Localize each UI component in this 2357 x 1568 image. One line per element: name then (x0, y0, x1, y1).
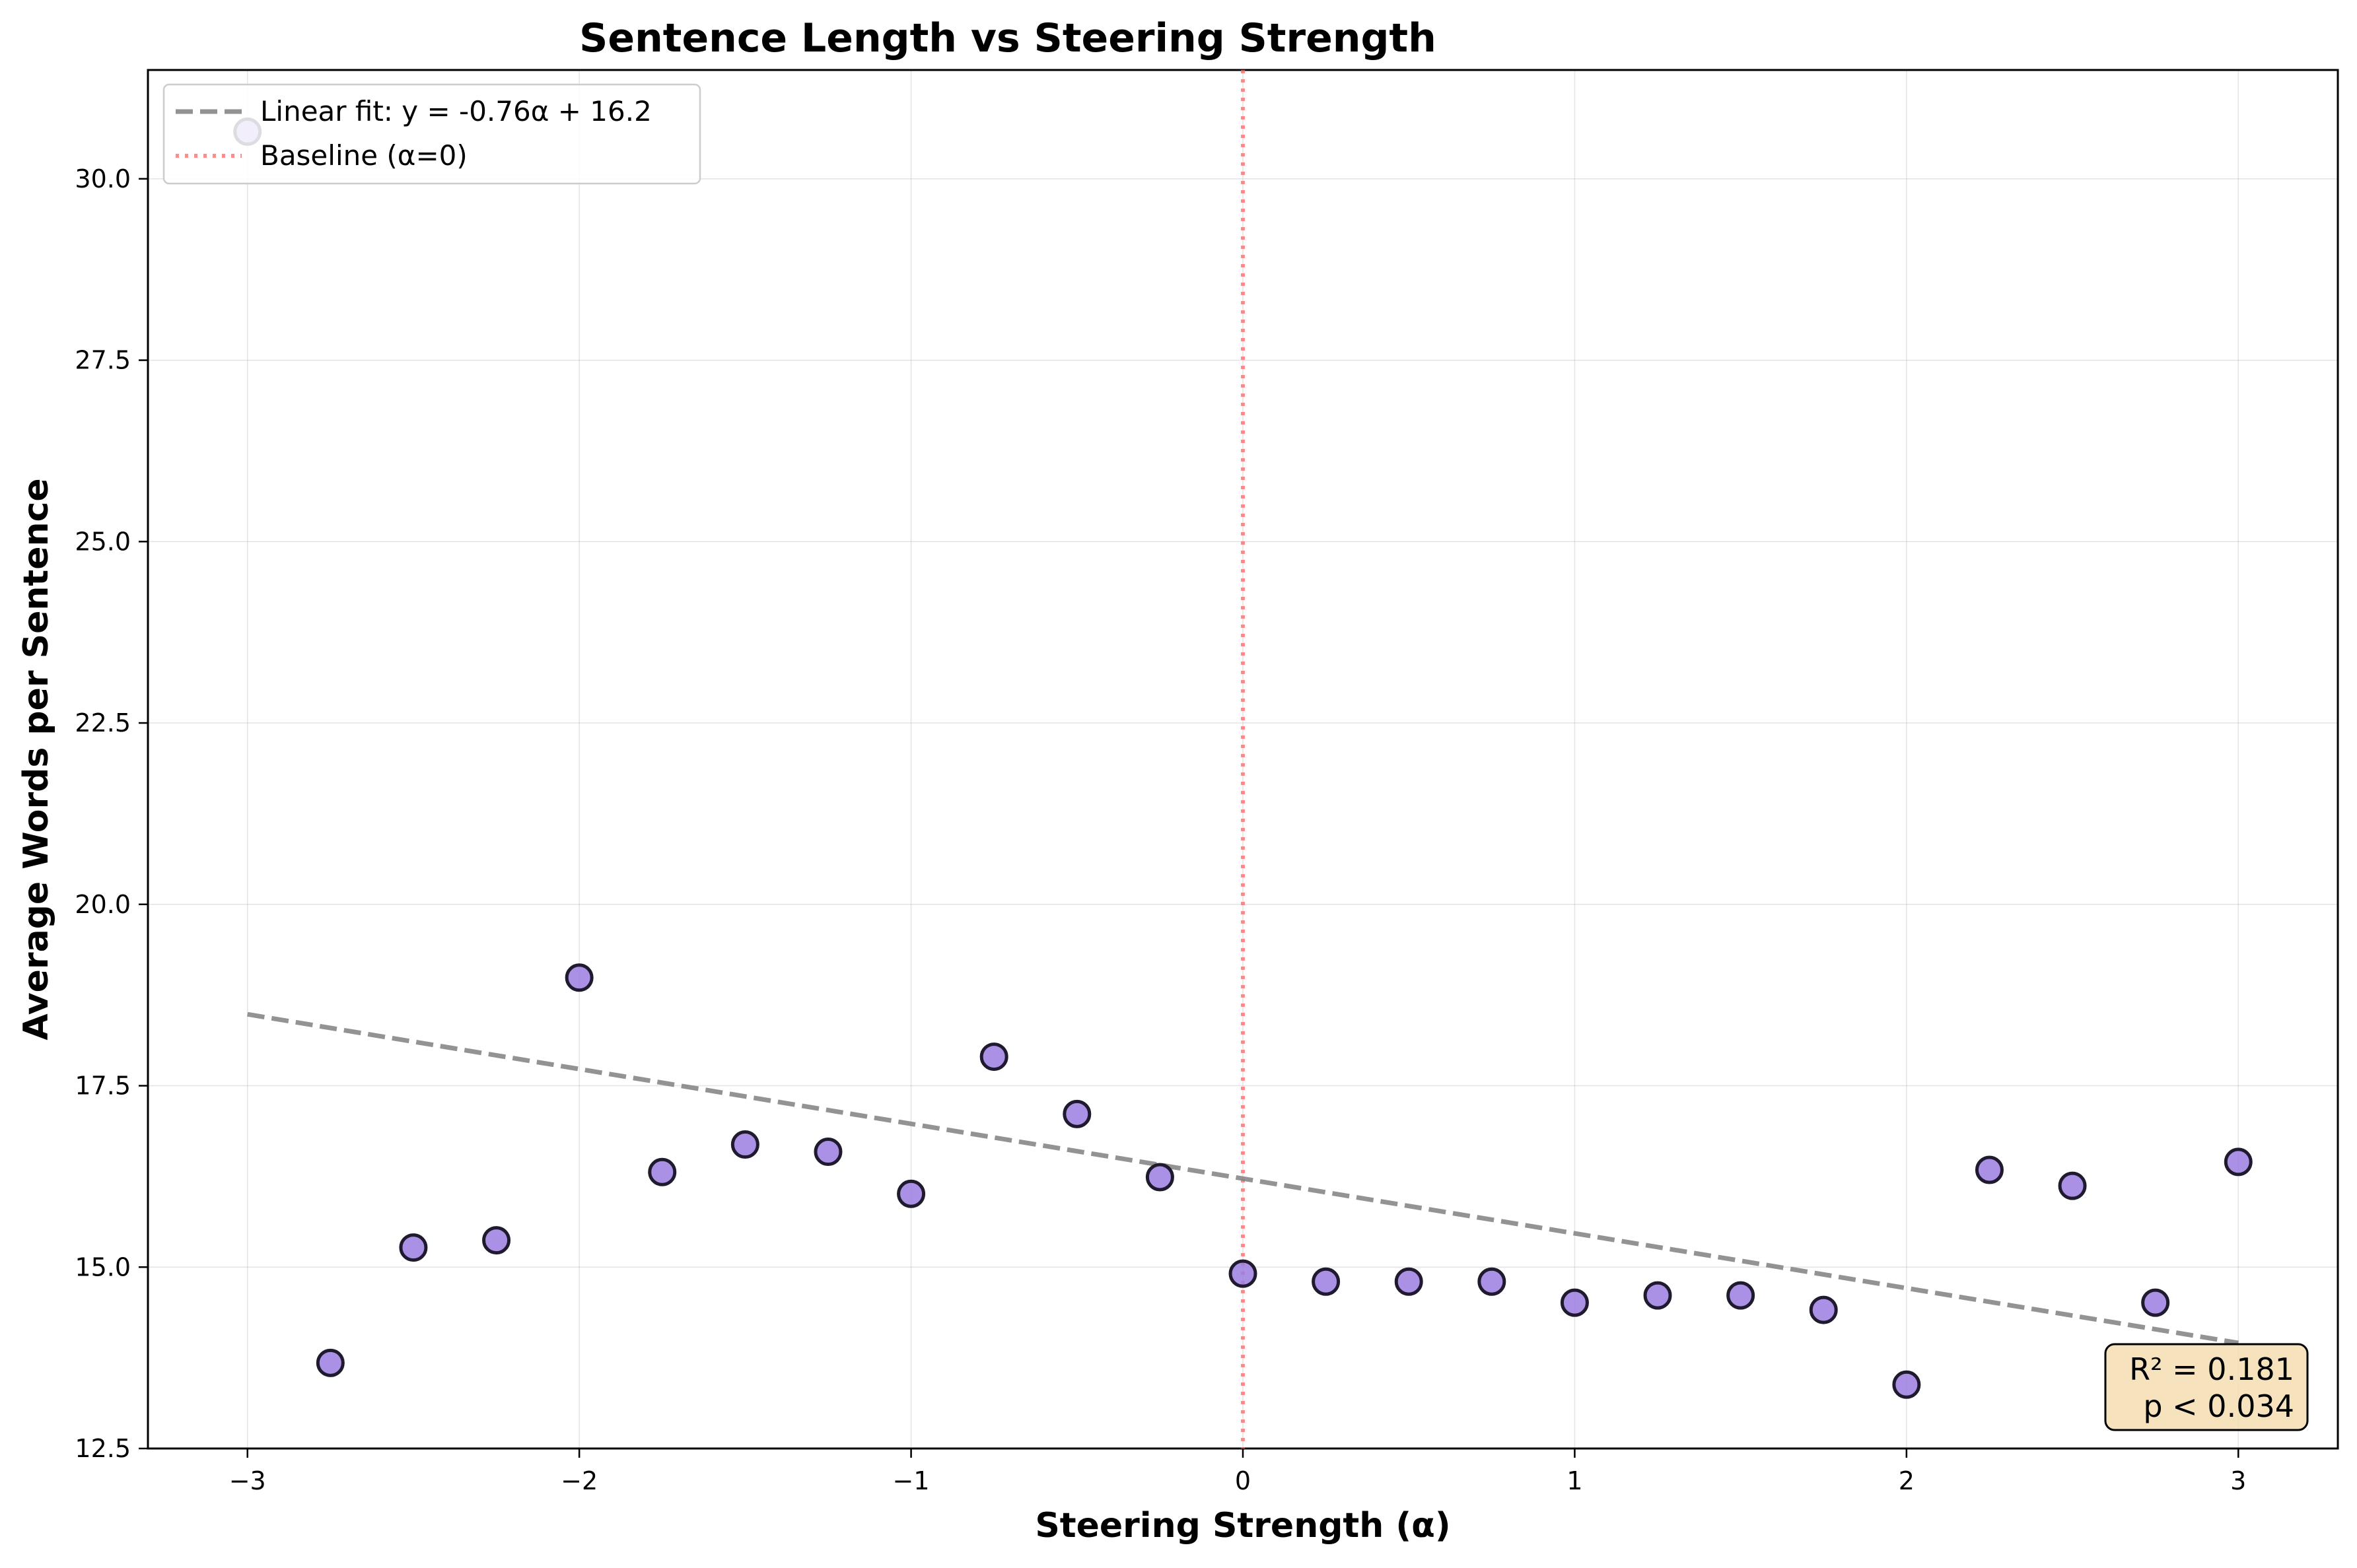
x-tick-label: 3 (2230, 1466, 2246, 1495)
x-tick-label: 0 (1235, 1466, 1251, 1495)
data-point (897, 1179, 926, 1208)
data-point (979, 1042, 1008, 1072)
y-tick-label: 12.5 (75, 1434, 131, 1463)
x-tick-label: 2 (1899, 1466, 1915, 1495)
data-point (1560, 1288, 1589, 1317)
legend-baseline-label: Baseline (α=0) (260, 139, 468, 172)
x-tick-label: −3 (229, 1466, 266, 1495)
x-tick-label: 1 (1566, 1466, 1582, 1495)
data-point (1063, 1099, 1092, 1128)
data-point (1892, 1370, 1921, 1399)
data-point (1145, 1163, 1174, 1192)
data-point (730, 1130, 759, 1159)
data-point (2058, 1171, 2087, 1200)
y-tick-label: 30.0 (75, 164, 131, 193)
chart-title: Sentence Length vs Steering Strength (579, 15, 1436, 61)
x-axis-label: Steering Strength (α) (1035, 1506, 1450, 1546)
data-point (316, 1348, 345, 1377)
data-point (648, 1157, 677, 1186)
p-value-text: p < 0.034 (2143, 1388, 2294, 1424)
x-axis-ticks: −3 −2 −1 0 1 2 3 (229, 1449, 2246, 1495)
y-tick-label: 25.0 (75, 527, 131, 556)
x-tick-label: −1 (893, 1466, 930, 1495)
data-point (1975, 1155, 2004, 1184)
data-point (399, 1233, 428, 1262)
grid (148, 70, 2338, 1449)
data-point (1809, 1295, 1838, 1324)
legend-fit-label: Linear fit: y = -0.76α + 16.2 (260, 95, 652, 127)
data-point (482, 1226, 511, 1255)
data-points (233, 117, 2253, 1399)
data-point (1312, 1267, 1341, 1296)
data-point (1643, 1281, 1672, 1310)
x-tick-label: −2 (561, 1466, 598, 1495)
data-point (565, 963, 594, 992)
data-point (2141, 1288, 2170, 1317)
data-point (1394, 1267, 1423, 1296)
legend: Linear fit: y = -0.76α + 16.2 Baseline (… (162, 83, 701, 185)
stats-annotation: R² = 0.181 p < 0.034 (2104, 1343, 2309, 1431)
y-axis-ticks: 12.5 15.0 17.5 20.0 22.5 25.0 27.5 30.0 (75, 164, 148, 1463)
stats-box (2104, 1343, 2309, 1431)
data-point (1228, 1259, 1257, 1288)
linear-fit-line (247, 1011, 2239, 1346)
y-tick-label: 27.5 (75, 346, 131, 375)
y-tick-label: 20.0 (75, 890, 131, 919)
data-point (1726, 1281, 1755, 1310)
y-tick-label: 17.5 (75, 1072, 131, 1101)
data-point (814, 1138, 843, 1167)
y-tick-label: 15.0 (75, 1252, 131, 1281)
y-tick-label: 22.5 (75, 708, 131, 737)
r-squared-text: R² = 0.181 (2129, 1351, 2294, 1387)
data-point (2224, 1147, 2253, 1176)
legend-box (162, 83, 701, 185)
data-point (1477, 1267, 1506, 1296)
y-axis-label: Average Words per Sentence (17, 478, 56, 1040)
